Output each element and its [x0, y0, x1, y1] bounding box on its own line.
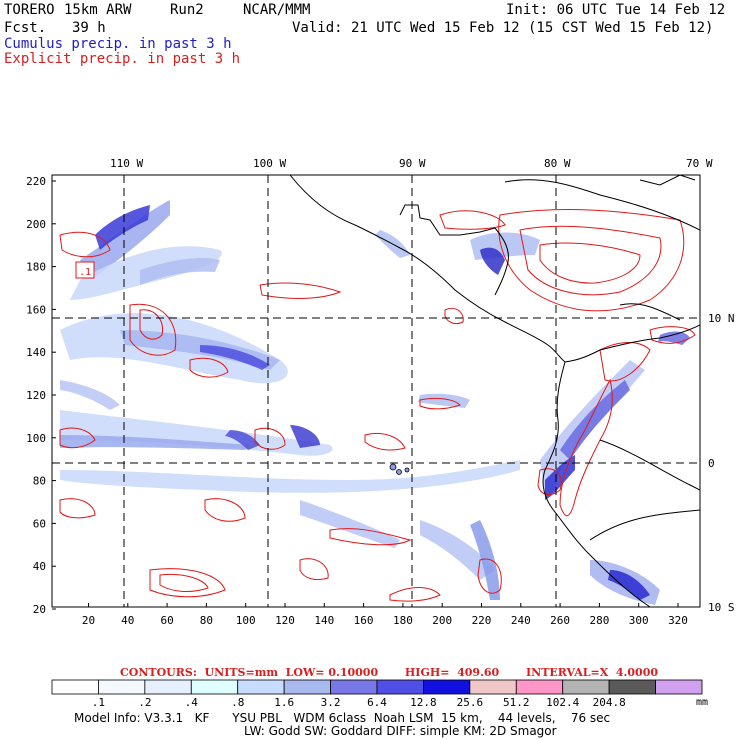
cumulus-legend: Cumulus precip. in past 3 h	[4, 36, 232, 52]
y-tick-label: 160	[26, 303, 46, 316]
y-tick-label: 60	[33, 517, 46, 530]
colorbar-label: .4	[185, 696, 199, 709]
x-tick-label: 200	[432, 614, 452, 627]
lat-lon-grid	[52, 175, 700, 607]
colorbar-label: 3.2	[321, 696, 341, 709]
lon-label-90w: 90 W	[399, 157, 426, 170]
colorbar-label: 102.4	[546, 696, 579, 709]
contour-marker-box	[75, 261, 95, 279]
model-name: TORERO	[4, 2, 55, 18]
x-tick-label: 80	[200, 614, 213, 627]
lon-label-70w: 70 W	[686, 157, 713, 170]
contour-marker-label: .1	[79, 267, 91, 278]
y-tick-label: 220	[26, 175, 46, 188]
y-tick-label: 20	[33, 603, 46, 616]
colorbar-swatch	[376, 679, 424, 695]
colorbar-swatch	[469, 679, 517, 695]
explicit-precip-contours	[59, 209, 696, 602]
init-time: Init: 06 UTC Tue 14 Feb 12	[506, 2, 726, 18]
x-tick-label: 220	[472, 614, 492, 627]
colorbar-label: .1	[92, 696, 105, 709]
y-tick-label: 200	[26, 218, 46, 231]
model-info-line1: Model Info: V3.3.1 KF YSU PBL WDM 6class…	[74, 711, 611, 725]
lon-label-80w: 80 W	[544, 157, 571, 170]
lon-label-110w: 110 W	[110, 157, 143, 170]
galapagos-islands	[389, 463, 410, 475]
colorbar-swatch	[608, 679, 656, 695]
valid-time: Valid: 21 UTC Wed 15 Feb 12 (15 CST Wed …	[292, 20, 714, 36]
center-label: NCAR/MMM	[243, 2, 311, 18]
colorbar-swatch	[423, 679, 471, 695]
colorbar-swatch	[283, 679, 331, 695]
lat-label-10n: 10 N	[708, 312, 735, 325]
cumulus-precip-layer	[60, 200, 690, 605]
forecast-hour: 39 h	[72, 20, 106, 36]
colorbar: .1 .2 .4 .8 1.6 3.2 6.4 12.8 25.6 51.2 102.4 204.8	[51, 679, 703, 709]
y-tick-label: 180	[26, 261, 46, 274]
colorbar-label: .2	[138, 696, 151, 709]
coastlines	[289, 175, 700, 607]
colorbar-swatch	[562, 679, 610, 695]
lat-label-10s: 10 S	[708, 601, 735, 614]
run-label: Run2	[170, 2, 204, 18]
colorbar-label: 12.8	[410, 696, 437, 709]
contour-info: CONTOURS: UNITS=mm LOW= 0.10000 HIGH= 40…	[120, 666, 658, 679]
x-tick-label: 320	[668, 614, 688, 627]
lat-label-0: 0	[708, 457, 715, 470]
x-tick-label: 260	[550, 614, 570, 627]
colorbar-label: 1.6	[274, 696, 294, 709]
x-tick-label: 100	[236, 614, 256, 627]
x-tick-label: 240	[511, 614, 531, 627]
colorbar-label: 25.6	[457, 696, 484, 709]
colorbar-swatch	[51, 679, 99, 695]
model-resolution: 15km ARW	[64, 2, 132, 18]
colorbar-unit: mm	[696, 697, 708, 708]
colorbar-swatch	[655, 679, 703, 695]
x-tick-label: 60	[160, 614, 173, 627]
colorbar-swatch	[330, 679, 378, 695]
colorbar-label: 51.2	[503, 696, 530, 709]
x-tick-label: 120	[275, 614, 295, 627]
y-tick-label: 100	[26, 432, 46, 445]
forecast-label: Fcst.	[4, 20, 47, 36]
colorbar-swatch	[515, 679, 564, 695]
colorbar-label: .8	[231, 696, 244, 709]
colorbar-swatch	[98, 679, 146, 695]
y-tick-label: 80	[33, 475, 46, 488]
colorbar-swatch	[144, 679, 192, 695]
x-tick-label: 140	[314, 614, 334, 627]
x-tick-label: 180	[393, 614, 413, 627]
colorbar-swatch	[237, 679, 285, 695]
model-info-line2: LW: Godd SW: Goddard DIFF: simple KM: 2D…	[244, 724, 557, 738]
y-tick-label: 140	[26, 346, 46, 359]
x-tick-label: 40	[121, 614, 134, 627]
x-tick-label: 280	[589, 614, 609, 627]
x-tick-label: 300	[629, 614, 649, 627]
y-tick-label: 120	[26, 389, 46, 402]
y-tick-label: 40	[33, 560, 46, 573]
explicit-legend: Explicit precip. in past 3 h	[4, 51, 241, 67]
colorbar-swatch	[190, 679, 239, 695]
x-tick-label: 20	[82, 614, 95, 627]
colorbar-label: 6.4	[367, 696, 387, 709]
lon-label-100w: 100 W	[253, 157, 286, 170]
x-tick-label: 160	[354, 614, 374, 627]
colorbar-label: 204.8	[593, 696, 626, 709]
